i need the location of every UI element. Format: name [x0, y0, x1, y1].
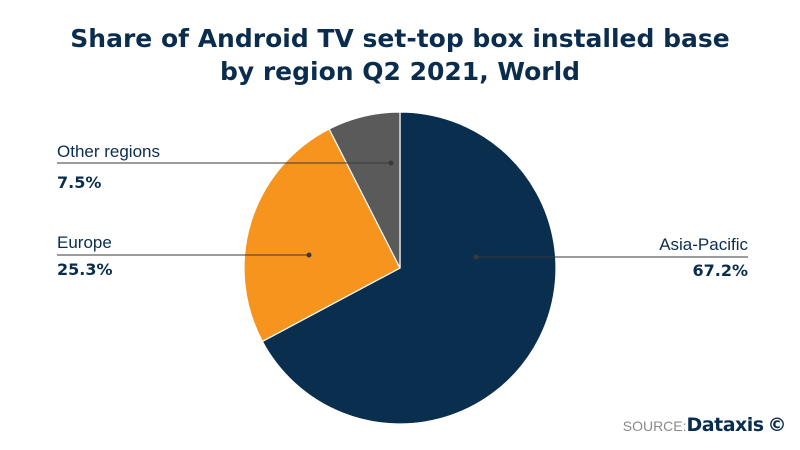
- title-line-2: by region Q2 2021, World: [219, 57, 581, 86]
- pie-slice-asia-pacific: [261, 111, 557, 425]
- leader-dot-other-regions: [388, 160, 394, 166]
- slice-value-other-regions: 7.5%: [57, 173, 101, 192]
- title-line-1: Share of Android TV set-top box installe…: [70, 24, 730, 53]
- leader-dot-europe: [306, 252, 312, 258]
- pie-slice-other-regions: [328, 111, 401, 269]
- chart-title: Share of Android TV set-top box installe…: [0, 22, 800, 88]
- slice-value-europe: 25.3%: [57, 260, 113, 279]
- slice-label-other-regions: Other regions: [57, 142, 160, 161]
- copyright-icon: ©: [767, 414, 787, 436]
- leader-dot-asia-pacific: [473, 254, 479, 260]
- slice-value-asia-pacific: 67.2%: [692, 261, 748, 280]
- slice-label-asia-pacific: Asia-Pacific: [659, 235, 748, 254]
- pie-slice-europe: [243, 128, 401, 343]
- source-credit: SOURCE:Dataxis ©: [622, 414, 787, 436]
- dataxis-logo: Dataxis: [686, 414, 765, 436]
- source-prefix: SOURCE:: [622, 418, 687, 434]
- slice-label-europe: Europe: [57, 233, 112, 252]
